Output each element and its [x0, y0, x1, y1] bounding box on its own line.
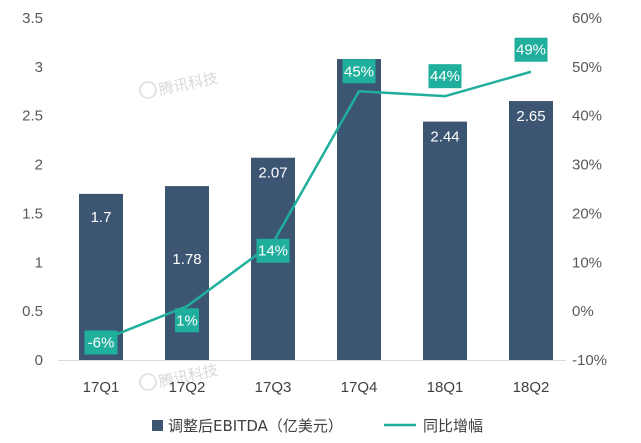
left-tick-label: 0: [35, 352, 43, 369]
yoy-line: [100, 70, 532, 342]
bar-17q2: [165, 186, 209, 360]
right-y-axis: -10% 0% 10% 20% 30% 40% 50% 60%: [572, 10, 607, 369]
bar-18q2: [509, 101, 553, 361]
right-tick-label: 50%: [572, 59, 602, 76]
category-label: 17Q3: [255, 379, 292, 396]
yoy-label-18q2: 49%: [514, 37, 548, 62]
bar-value-label: 2.65: [516, 108, 545, 125]
bar-value-label: 2.07: [258, 165, 287, 182]
yoy-label-box: [256, 238, 290, 263]
legend-bar-swatch: [152, 420, 163, 431]
right-tick-label: -10%: [572, 352, 607, 369]
yoy-label-text: 49%: [516, 42, 546, 59]
right-tick-label: 30%: [572, 157, 602, 174]
left-tick-label: 2.5: [22, 108, 43, 125]
line-series: [100, 70, 532, 342]
legend: 调整后EBITDA（亿美元） 同比增幅: [152, 417, 483, 435]
yoy-label-box: [175, 308, 199, 333]
yoy-label-box: [428, 64, 462, 89]
category-label: 17Q2: [169, 379, 206, 396]
yoy-label-box: [342, 59, 376, 84]
line-data-labels: -6% 1% 14% 45% 44% 49%: [84, 37, 548, 355]
bar-17q4: [337, 59, 381, 360]
right-tick-label: 40%: [572, 108, 602, 125]
bar-data-labels: 1.71.782.073.082.442.65: [91, 66, 546, 268]
category-label: 18Q1: [427, 379, 464, 396]
yoy-label-18q1: 44%: [428, 64, 462, 89]
yoy-label-text: 45%: [344, 63, 374, 80]
yoy-label-text: 1%: [176, 312, 198, 329]
bar-value-label: 1.7: [91, 209, 112, 226]
yoy-label-box: [84, 330, 118, 355]
category-label: 17Q4: [341, 379, 378, 396]
left-tick-label: 0.5: [22, 303, 43, 320]
bar-18q1: [423, 121, 467, 360]
right-tick-label: 10%: [572, 254, 602, 271]
left-tick-label: 1: [35, 254, 43, 271]
legend-line-label: 同比增幅: [423, 417, 483, 435]
yoy-label-17q1: -6%: [84, 330, 118, 355]
yoy-label-17q3: 14%: [256, 238, 290, 263]
bar-value-label: 1.78: [172, 251, 201, 268]
watermark-text: 腾讯科技: [157, 69, 219, 99]
watermark-logo-icon: [139, 373, 157, 391]
bar-series: [79, 59, 553, 361]
category-label: 18Q2: [513, 379, 550, 396]
right-tick-label: 20%: [572, 205, 602, 222]
watermark-logo-icon: [139, 81, 157, 99]
left-tick-label: 3: [35, 59, 43, 76]
left-tick-label: 1.5: [22, 205, 43, 222]
right-tick-label: 60%: [572, 10, 602, 27]
left-tick-label: 3.5: [22, 10, 43, 27]
x-axis-categories: 17Q1 17Q2 17Q3 17Q4 18Q1 18Q2: [83, 379, 550, 396]
yoy-label-box: [514, 37, 548, 62]
yoy-label-text: 44%: [430, 68, 460, 85]
yoy-label-text: 14%: [258, 243, 288, 260]
yoy-label-17q2: 1%: [175, 308, 199, 333]
left-tick-label: 2: [35, 157, 43, 174]
yoy-label-17q4: 45%: [342, 59, 376, 84]
bar-value-label: 2.44: [430, 129, 459, 146]
right-tick-label: 0%: [572, 303, 594, 320]
left-y-axis: 0 0.5 1 1.5 2 2.5 3 3.5: [22, 10, 43, 369]
yoy-label-text: -6%: [88, 334, 115, 351]
legend-bar-label: 调整后EBITDA（亿美元）: [168, 417, 343, 435]
category-label: 17Q1: [83, 379, 120, 396]
